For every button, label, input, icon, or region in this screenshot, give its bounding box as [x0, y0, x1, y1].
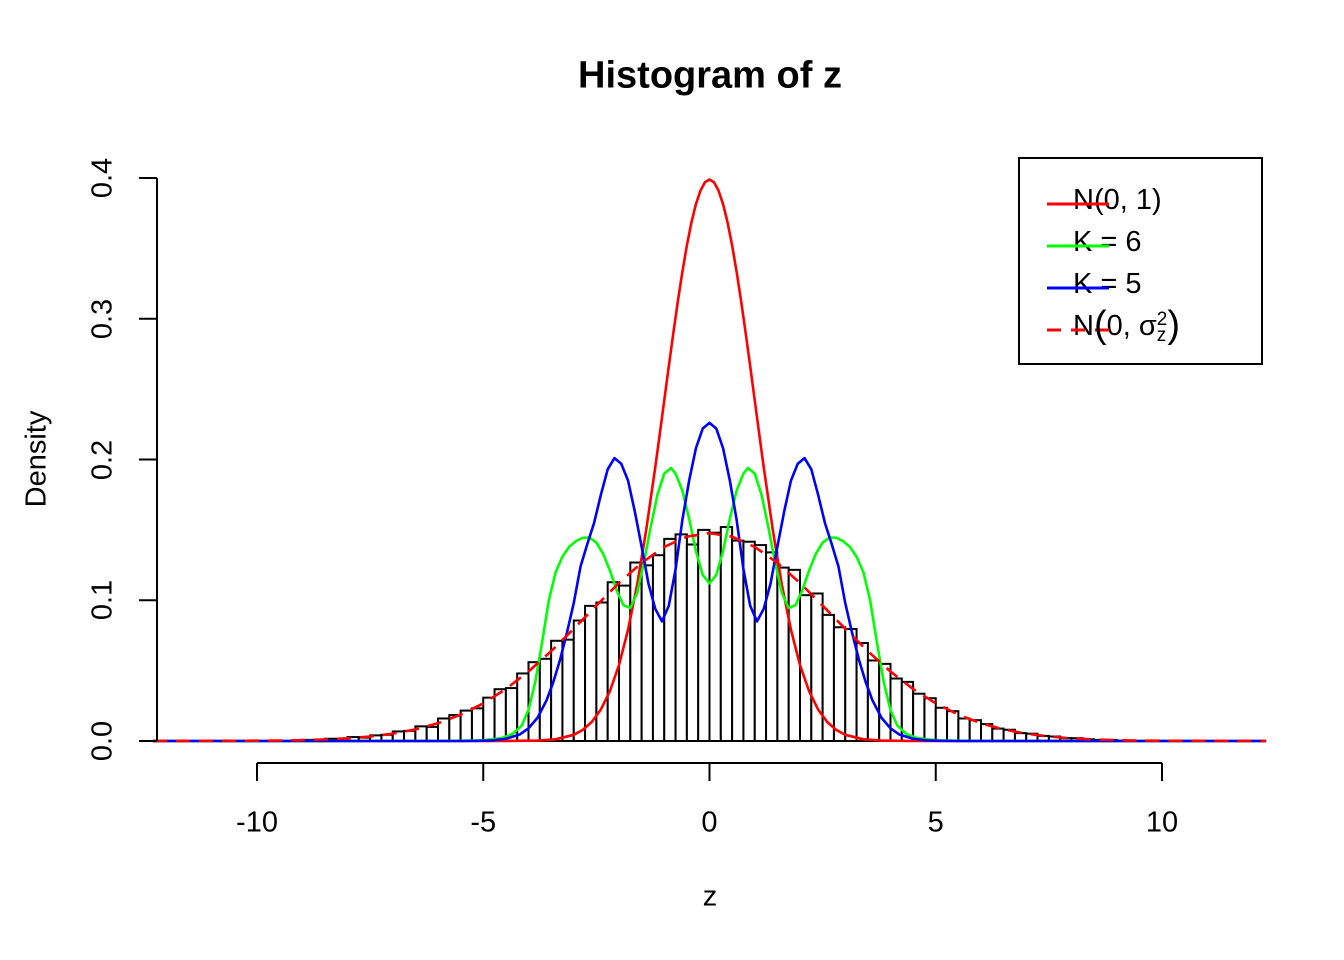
density-curves	[152, 178, 1267, 743]
legend-label-nsigma: N(0, σ 2 z)	[1073, 304, 1180, 346]
histogram-bars	[289, 526, 1130, 743]
legend-line-solid-red	[1047, 202, 1109, 206]
histogram-bar	[832, 626, 847, 743]
nsigma-n: N	[1073, 309, 1094, 342]
histogram-bar	[946, 710, 960, 742]
histogram-bar	[606, 581, 621, 742]
histogram-bar	[968, 719, 983, 742]
histogram-bar	[482, 696, 496, 743]
histogram-bar	[731, 539, 745, 742]
histogram-bar	[470, 707, 485, 742]
histogram-bar	[493, 688, 507, 743]
curve-k5	[152, 421, 1267, 743]
legend-line-solid-green	[1047, 244, 1109, 248]
legend-line-dashed-red	[1047, 328, 1109, 332]
histogram-bar	[595, 601, 609, 742]
nsigma-sup: 2	[1156, 309, 1168, 330]
histogram-bar	[810, 592, 824, 742]
legend-label-n01: N(0, 1)	[1073, 183, 1162, 216]
histogram-bar	[719, 526, 734, 742]
legend: N(0, 1) K = 6 K = 5 N(0, σ 2 z)	[1018, 157, 1263, 365]
nsigma-body: 0, σ	[1106, 309, 1157, 342]
histogram-bar	[425, 725, 440, 742]
histogram-bar	[957, 717, 971, 742]
histogram-bar	[923, 697, 937, 743]
histogram-bar	[991, 727, 1005, 742]
histogram-bar	[934, 706, 949, 743]
histogram-bar	[663, 537, 677, 742]
axes	[139, 177, 1163, 781]
histogram-bar	[584, 604, 598, 742]
legend-line-solid-blue	[1047, 286, 1109, 290]
legend-label-k5: K = 5	[1073, 267, 1142, 300]
histogram-bar	[912, 692, 926, 743]
curve-n0-sigma2	[152, 531, 1267, 743]
curve-n01	[152, 178, 1267, 743]
histogram-bar	[651, 554, 666, 743]
legend-label-k6: K = 6	[1073, 225, 1142, 258]
histogram-bar	[753, 544, 768, 743]
curve-k6	[152, 466, 1267, 743]
nsigma-sub: z	[1156, 325, 1167, 346]
histogram-bar	[561, 638, 575, 742]
histogram-bar	[572, 619, 587, 743]
histogram-bar	[685, 543, 700, 743]
